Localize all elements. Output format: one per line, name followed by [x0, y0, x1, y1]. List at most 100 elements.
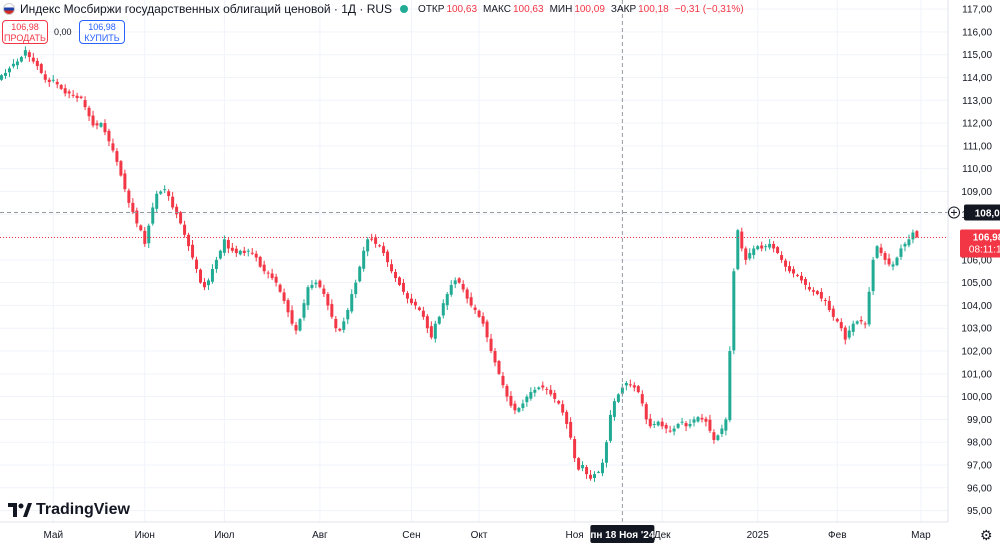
candle-body: [593, 474, 597, 479]
price-tick-label: 115,00: [962, 50, 992, 61]
candle-body: [744, 248, 748, 260]
candle-body: [887, 258, 891, 265]
candle-body: [258, 256, 262, 267]
candle-body: [600, 462, 604, 474]
candle-body: [290, 310, 294, 324]
candle-body: [147, 225, 151, 244]
time-tick-label: Июл: [214, 530, 234, 541]
candle-body: [107, 130, 111, 142]
candle-body: [720, 428, 724, 435]
candle-body: [581, 465, 585, 469]
buy-label: КУПИТЬ: [84, 33, 120, 43]
candle-body: [417, 307, 421, 311]
candle-body: [218, 250, 222, 259]
candle-body: [501, 375, 505, 386]
tradingview-logo-icon: [8, 503, 32, 517]
candle-body: [803, 279, 807, 285]
last-price-badge: [960, 229, 1000, 258]
candle-body: [469, 297, 473, 306]
candle-body: [847, 330, 851, 338]
candle-body: [206, 280, 210, 286]
candle-body: [226, 240, 230, 249]
candle-body: [441, 303, 445, 316]
price-tick-label: 113,00: [962, 96, 992, 107]
candle-body: [509, 395, 513, 406]
candle-body: [254, 253, 258, 258]
candle-body: [708, 419, 712, 431]
candle-body: [421, 310, 425, 317]
candle-body: [278, 284, 282, 292]
gear-icon[interactable]: ⚙: [980, 527, 993, 543]
candle-body: [342, 321, 346, 330]
candle-body: [386, 251, 390, 263]
candle-body: [497, 361, 501, 374]
candle-body: [306, 287, 310, 306]
time-tick-label: 2025: [747, 530, 770, 541]
candle-body: [334, 318, 338, 329]
candle-body: [863, 323, 867, 325]
candle-body: [99, 123, 103, 127]
candle-body: [819, 292, 823, 299]
candle-body: [557, 400, 561, 404]
candle-body: [553, 392, 557, 399]
crosshair-price-badge: [964, 204, 1000, 221]
tradingview-logo[interactable]: TradingView: [8, 501, 130, 519]
candle-body: [807, 286, 811, 290]
candle-body: [461, 284, 465, 290]
candle-body: [652, 423, 656, 425]
candle-body: [676, 423, 680, 428]
candle-body: [123, 173, 127, 190]
candle-body: [179, 212, 183, 224]
price-tick-label: 116,00: [962, 27, 992, 38]
candle-body: [736, 230, 740, 270]
candle-body: [473, 307, 477, 311]
price-tick-label: 106,00: [961, 255, 992, 266]
candle-body: [55, 81, 59, 85]
candle-body: [704, 418, 708, 422]
candle-body: [87, 107, 91, 117]
candle-body: [75, 95, 79, 99]
candle-body: [298, 319, 302, 331]
candle-body: [398, 277, 401, 285]
candle-body: [796, 274, 799, 276]
last-price-label: 106,98: [973, 233, 1000, 244]
candle-body: [851, 323, 855, 332]
candle-body: [485, 321, 489, 338]
candle-body: [525, 396, 529, 403]
price-axis[interactable]: 95,00 96,00 97,00 98,00 99,00 100,00 101,00 102…: [947, 0, 1000, 522]
candle-body: [792, 269, 796, 274]
symbol-title[interactable]: Индекс Мосбиржи государственных облигаци…: [20, 2, 393, 16]
sell-button[interactable]: 106,98 ПРОДАТЬ: [2, 20, 48, 44]
candle-body: [585, 467, 589, 475]
candle-body: [330, 304, 334, 317]
candle-body: [394, 271, 398, 279]
candle-body: [660, 421, 664, 427]
price-tick-label: 105,00: [961, 278, 992, 289]
tradingview-wordmark: TradingView: [36, 501, 130, 518]
candle-body: [378, 245, 382, 247]
candle-body: [521, 403, 525, 409]
candle-body: [39, 64, 43, 73]
candle-body: [644, 404, 648, 420]
candle-body: [322, 288, 326, 295]
price-tick-label: 114,00: [962, 73, 992, 84]
price-tick-label: 100,00: [961, 392, 992, 403]
candle-body: [788, 266, 792, 272]
open-label: ОТКР: [418, 3, 445, 15]
candle-body: [911, 232, 915, 240]
candle-body: [127, 190, 131, 203]
buy-price: 106,98: [88, 22, 116, 32]
price-tick-label: 99,00: [967, 415, 992, 426]
candle-body: [71, 94, 75, 96]
candle-body: [274, 276, 278, 283]
candle-body: [465, 289, 469, 299]
buy-button[interactable]: 106,98 КУПИТЬ: [79, 20, 125, 44]
candle-body: [636, 386, 640, 393]
candle-body: [764, 246, 768, 248]
price-tick-label: 117,00: [962, 5, 992, 16]
candle-body: [664, 424, 668, 429]
time-axis[interactable]: Май Июн Июл Авг Сен Окт Ноя Дек 2025 Фев Мар пн 18 …: [0, 521, 948, 543]
add-alert-plus-icon[interactable]: [948, 206, 960, 219]
candle-body: [569, 421, 573, 438]
